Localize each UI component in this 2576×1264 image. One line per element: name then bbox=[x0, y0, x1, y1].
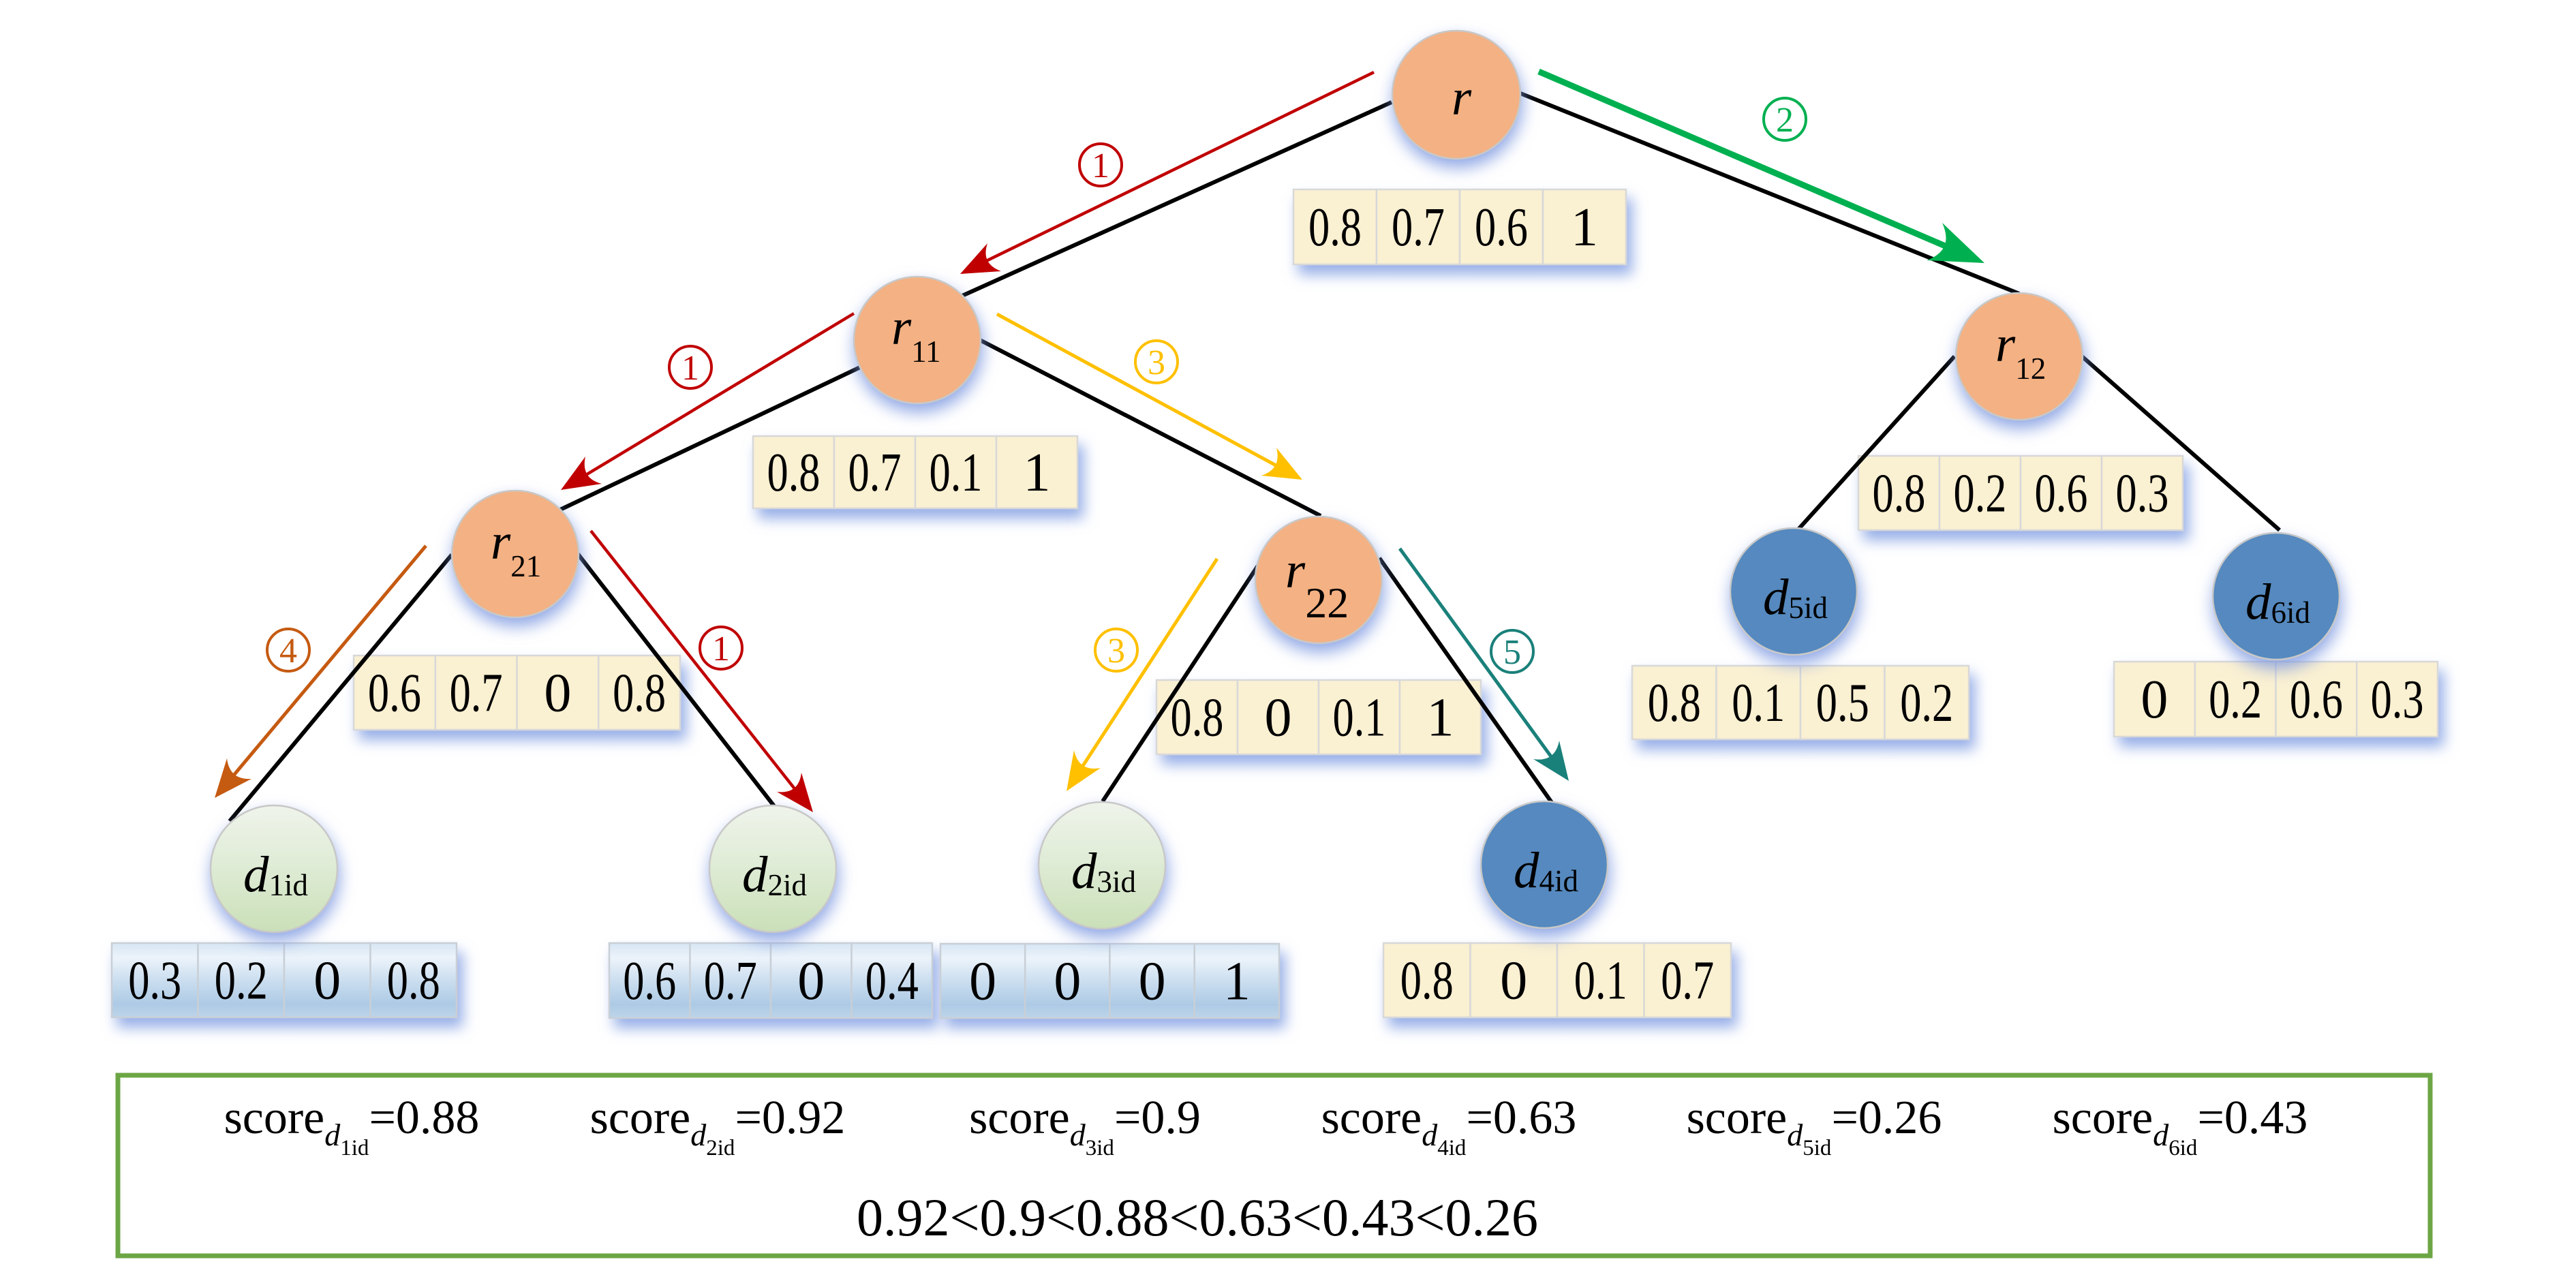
svg-text:0.8: 0.8 bbox=[1308, 198, 1362, 258]
svg-text:0.6: 0.6 bbox=[368, 664, 421, 724]
svg-text:0.7: 0.7 bbox=[450, 664, 503, 724]
svg-text:0.92<0.9<0.88<0.63<0.43<0.26: 0.92<0.9<0.88<0.63<0.43<0.26 bbox=[857, 1188, 1538, 1247]
svg-text:5: 5 bbox=[1503, 633, 1521, 672]
svg-text:0: 0 bbox=[313, 951, 341, 1011]
svg-text:1: 1 bbox=[1571, 198, 1598, 258]
svg-text:0.6: 0.6 bbox=[2290, 670, 2343, 730]
svg-text:0.8: 0.8 bbox=[387, 951, 440, 1011]
svg-text:0.7: 0.7 bbox=[1661, 951, 1714, 1011]
svg-text:0.7: 0.7 bbox=[848, 443, 902, 503]
svg-text:1: 1 bbox=[681, 349, 699, 388]
svg-text:0.4: 0.4 bbox=[865, 951, 919, 1011]
svg-text:0.7: 0.7 bbox=[704, 951, 757, 1011]
svg-text:0.3: 0.3 bbox=[128, 951, 181, 1011]
svg-text:0.8: 0.8 bbox=[1400, 951, 1454, 1011]
svg-text:0: 0 bbox=[544, 664, 571, 724]
svg-text:0: 0 bbox=[969, 952, 996, 1012]
svg-text:0: 0 bbox=[1500, 951, 1527, 1011]
svg-text:0.7: 0.7 bbox=[1392, 198, 1445, 258]
svg-text:0.6: 0.6 bbox=[623, 951, 676, 1011]
svg-text:0.6: 0.6 bbox=[2035, 464, 2088, 524]
svg-text:0.2: 0.2 bbox=[1954, 464, 2007, 524]
svg-text:4: 4 bbox=[279, 632, 297, 670]
svg-text:0.8: 0.8 bbox=[767, 443, 821, 503]
svg-text:1: 1 bbox=[1092, 147, 1109, 185]
svg-text:1: 1 bbox=[1024, 443, 1051, 503]
svg-text:2: 2 bbox=[1776, 101, 1794, 140]
svg-text:0.2: 0.2 bbox=[1900, 673, 1953, 733]
svg-text:0.8: 0.8 bbox=[1873, 464, 1926, 524]
svg-text:0.5: 0.5 bbox=[1816, 673, 1869, 733]
svg-text:0.1: 0.1 bbox=[1574, 951, 1627, 1011]
svg-text:0.6: 0.6 bbox=[1475, 198, 1528, 258]
svg-text:1: 1 bbox=[1427, 688, 1454, 748]
svg-text:0: 0 bbox=[2141, 670, 2168, 730]
svg-text:3: 3 bbox=[1107, 632, 1125, 670]
svg-text:1: 1 bbox=[712, 630, 730, 668]
svg-text:r: r bbox=[1452, 70, 1472, 126]
svg-text:0.8: 0.8 bbox=[1171, 688, 1224, 748]
svg-text:0: 0 bbox=[1139, 952, 1166, 1012]
svg-text:0.1: 0.1 bbox=[1732, 673, 1785, 733]
svg-text:1: 1 bbox=[1223, 952, 1251, 1012]
svg-text:3: 3 bbox=[1148, 343, 1165, 382]
svg-text:0.2: 0.2 bbox=[215, 951, 268, 1011]
svg-text:0: 0 bbox=[797, 951, 825, 1011]
svg-text:0.1: 0.1 bbox=[1333, 688, 1386, 748]
svg-text:0.2: 0.2 bbox=[2209, 670, 2262, 730]
svg-text:0: 0 bbox=[1054, 952, 1081, 1012]
svg-text:0.8: 0.8 bbox=[613, 664, 666, 724]
svg-text:0.1: 0.1 bbox=[930, 443, 983, 503]
svg-text:0: 0 bbox=[1265, 688, 1292, 748]
svg-text:0.3: 0.3 bbox=[2116, 464, 2169, 524]
svg-text:0.3: 0.3 bbox=[2371, 670, 2424, 730]
svg-text:0.8: 0.8 bbox=[1648, 673, 1701, 733]
